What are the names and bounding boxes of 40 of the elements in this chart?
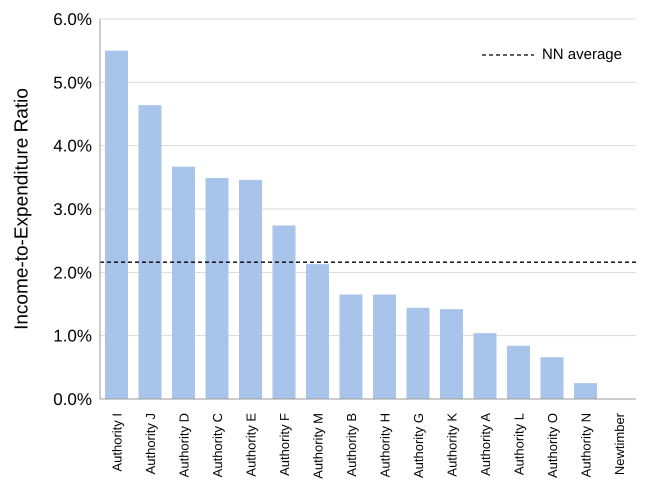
y-tick-label: 6.0%: [53, 10, 92, 30]
x-tick-label: Authority D: [176, 413, 192, 478]
bar: [206, 178, 228, 399]
x-tick-label: Authority E: [243, 412, 258, 477]
x-tick-label: Authority B: [344, 413, 359, 477]
bar: [540, 357, 564, 399]
y-tick-label: 0.0%: [53, 390, 92, 410]
y-tick-label: 3.0%: [53, 200, 92, 220]
y-tick-label: 2.0%: [53, 263, 92, 282]
bar: [474, 333, 496, 399]
bar: [574, 383, 597, 399]
y-tick-label: 1.0%: [53, 326, 92, 346]
bar: [105, 50, 128, 399]
x-tick-label: Authority H: [377, 413, 392, 478]
x-tick-label: Authority G: [410, 413, 426, 478]
bar: [440, 309, 463, 399]
x-tick-label: Authority K: [444, 412, 460, 477]
bar: [172, 166, 195, 399]
bar: [272, 225, 296, 399]
x-tick-label: Authority N: [578, 413, 594, 478]
y-tick-label: 5.0%: [53, 73, 92, 92]
x-tick-label: Authority I: [109, 413, 124, 472]
bar: [138, 105, 162, 399]
x-tick-label: Authority J: [142, 413, 158, 474]
bar: [239, 180, 262, 399]
bar: [507, 346, 530, 399]
bar: [340, 294, 362, 399]
bar: [406, 308, 430, 399]
x-tick-label: Authority L: [511, 413, 526, 476]
x-tick-label: Authority C: [210, 413, 225, 478]
x-tick-label: Authority A: [478, 412, 493, 476]
x-tick-label: Authority F: [276, 412, 292, 476]
legend-label: NN average: [542, 46, 622, 63]
x-tick-label: Authority O: [544, 413, 560, 478]
x-tick-label: Newtimber: [612, 412, 627, 476]
y-tick-label: 4.0%: [53, 136, 92, 156]
x-tick-label: Authority M: [310, 413, 326, 479]
bar: [373, 294, 396, 399]
bar: [306, 264, 329, 399]
y-axis-title: Income-to-Expenditure Ratio: [12, 88, 32, 330]
